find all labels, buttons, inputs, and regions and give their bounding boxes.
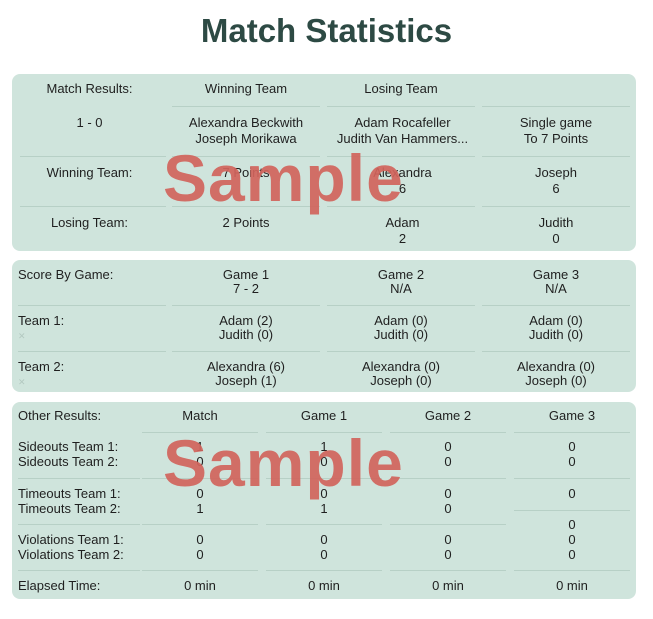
sideouts-game-1-team-1: 1	[320, 439, 328, 454]
winning-team-header: Winning Team	[204, 81, 288, 96]
violations-game-3-team-1: 0	[568, 532, 576, 547]
sideouts-game-1-team-2: 0	[320, 454, 328, 469]
timeouts-game-2-team-2: 0	[444, 501, 452, 516]
team-2-game-3-player-1: Alexandra (0)	[516, 359, 596, 374]
winning-team-player-1: Alexandra Beckwith	[188, 115, 304, 130]
winning-player-2-name: Joseph	[535, 165, 577, 180]
timeouts-game-1-team-1: 0	[320, 486, 328, 501]
timeouts-team-2-label: Timeouts Team 2:	[18, 501, 121, 516]
elapsed-time-label: Elapsed Time:	[18, 578, 101, 593]
violations-match-team-1: 0	[196, 532, 204, 547]
game-3-column-header: Game 3	[548, 408, 596, 423]
losing-team-player-1: Adam Rocafeller	[354, 115, 451, 130]
close-icon: ✕	[18, 377, 26, 387]
timeouts-match-team-1: 0	[196, 486, 204, 501]
losing-player-2-value: 0	[552, 231, 560, 246]
timeouts-game-2-team-1: 0	[444, 486, 452, 501]
sideouts-game-3-team-1: 0	[568, 439, 576, 454]
elapsed-game-3: 0 min	[556, 578, 588, 593]
team-2-game-1-player-2: Joseph (1)	[215, 373, 277, 388]
violations-game-2-team-1: 0	[444, 532, 452, 547]
team-1-game-1-player-1: Adam (2)	[219, 313, 273, 328]
team-2-game-3-player-2: Joseph (0)	[525, 373, 587, 388]
losing-team-player-2: Judith Van Hammers...	[336, 131, 469, 146]
team-2-label: Team 2:	[18, 359, 65, 374]
timeouts-match-team-2: 1	[196, 501, 204, 516]
score-by-game-card: Score By Game: Game 1 7 - 2 Game 2 N/A G…	[12, 260, 636, 392]
game-format-line-1: Single game	[519, 115, 593, 130]
elapsed-game-2: 0 min	[432, 578, 464, 593]
losing-player-1-name: Adam	[385, 215, 420, 230]
team-1-game-1-player-2: Judith (0)	[218, 327, 274, 342]
game-1-score: 7 - 2	[232, 281, 259, 296]
timeouts-game-3-team-2: 0	[568, 517, 576, 532]
timeouts-game-1-team-2: 1	[320, 501, 328, 516]
game-1-header: Game 1	[222, 267, 270, 282]
violations-team-2-label: Violations Team 2:	[18, 547, 124, 562]
game-format-line-2: To 7 Points	[523, 131, 589, 146]
violations-game-1-team-1: 0	[320, 532, 328, 547]
game-2-header: Game 2	[377, 267, 425, 282]
page-title: Match Statistics	[200, 12, 453, 49]
losing-player-2-name: Judith	[538, 215, 574, 230]
timeouts-team-1-label: Timeouts Team 1:	[18, 486, 121, 501]
winning-team-row-label: Winning Team:	[46, 165, 133, 180]
team-2-game-2-player-2: Joseph (0)	[370, 373, 432, 388]
sideouts-match-team-1: 1	[196, 439, 204, 454]
violations-game-2-team-2: 0	[444, 547, 452, 562]
close-icon: ✕	[18, 331, 26, 341]
sideouts-team-2-label: Sideouts Team 2:	[18, 454, 119, 469]
sideouts-team-1-label: Sideouts Team 1:	[18, 439, 119, 454]
winning-team-player-2: Joseph Morikawa	[195, 131, 297, 146]
winning-team-points: 7 Points	[222, 165, 270, 180]
sideouts-game-3-team-2: 0	[568, 454, 576, 469]
game-1-column-header: Game 1	[300, 408, 348, 423]
winning-player-1-value: 6	[398, 181, 407, 196]
team-1-game-3-player-1: Adam (0)	[529, 313, 583, 328]
elapsed-game-1: 0 min	[308, 578, 340, 593]
game-2-column-header: Game 2	[424, 408, 472, 423]
game-3-header: Game 3	[532, 267, 580, 282]
violations-team-1-label: Violations Team 1:	[18, 532, 124, 547]
match-score: 1 - 0	[76, 115, 103, 130]
game-2-score: N/A	[390, 281, 412, 296]
team-2-game-1-player-1: Alexandra (6)	[206, 359, 286, 374]
match-results-card: Match Results: Winning Team Losing Team …	[12, 74, 636, 251]
losing-player-1-value: 2	[398, 231, 407, 246]
score-by-game-label: Score By Game:	[18, 267, 114, 282]
sideouts-match-team-2: 0	[196, 454, 204, 469]
timeouts-game-3-team-1: 0	[568, 486, 576, 501]
winning-player-2-value: 6	[552, 181, 560, 196]
match-column-header: Match	[182, 408, 218, 423]
losing-team-row-label: Losing Team:	[50, 215, 129, 230]
elapsed-match: 0 min	[184, 578, 216, 593]
sideouts-game-2-team-1: 0	[444, 439, 452, 454]
losing-team-points: 2 Points	[222, 215, 270, 230]
losing-team-header: Losing Team	[364, 81, 438, 96]
game-3-score: N/A	[545, 281, 567, 296]
team-2-game-2-player-1: Alexandra (0)	[361, 359, 441, 374]
team-1-label: Team 1:	[18, 313, 65, 328]
other-results-label: Other Results:	[18, 408, 102, 423]
violations-game-1-team-2: 0	[320, 547, 328, 562]
match-results-label: Match Results:	[46, 81, 133, 96]
team-1-game-2-player-1: Adam (0)	[374, 313, 428, 328]
team-1-game-2-player-2: Judith (0)	[373, 327, 429, 342]
violations-game-3-team-2: 0	[568, 547, 576, 562]
team-1-game-3-player-2: Judith (0)	[528, 327, 584, 342]
winning-player-1-name: Alexandra	[373, 165, 432, 180]
sideouts-game-2-team-2: 0	[444, 454, 452, 469]
other-results-card: Other Results: Match Game 1 Game 2 Game …	[12, 402, 636, 599]
violations-match-team-2: 0	[196, 547, 204, 562]
